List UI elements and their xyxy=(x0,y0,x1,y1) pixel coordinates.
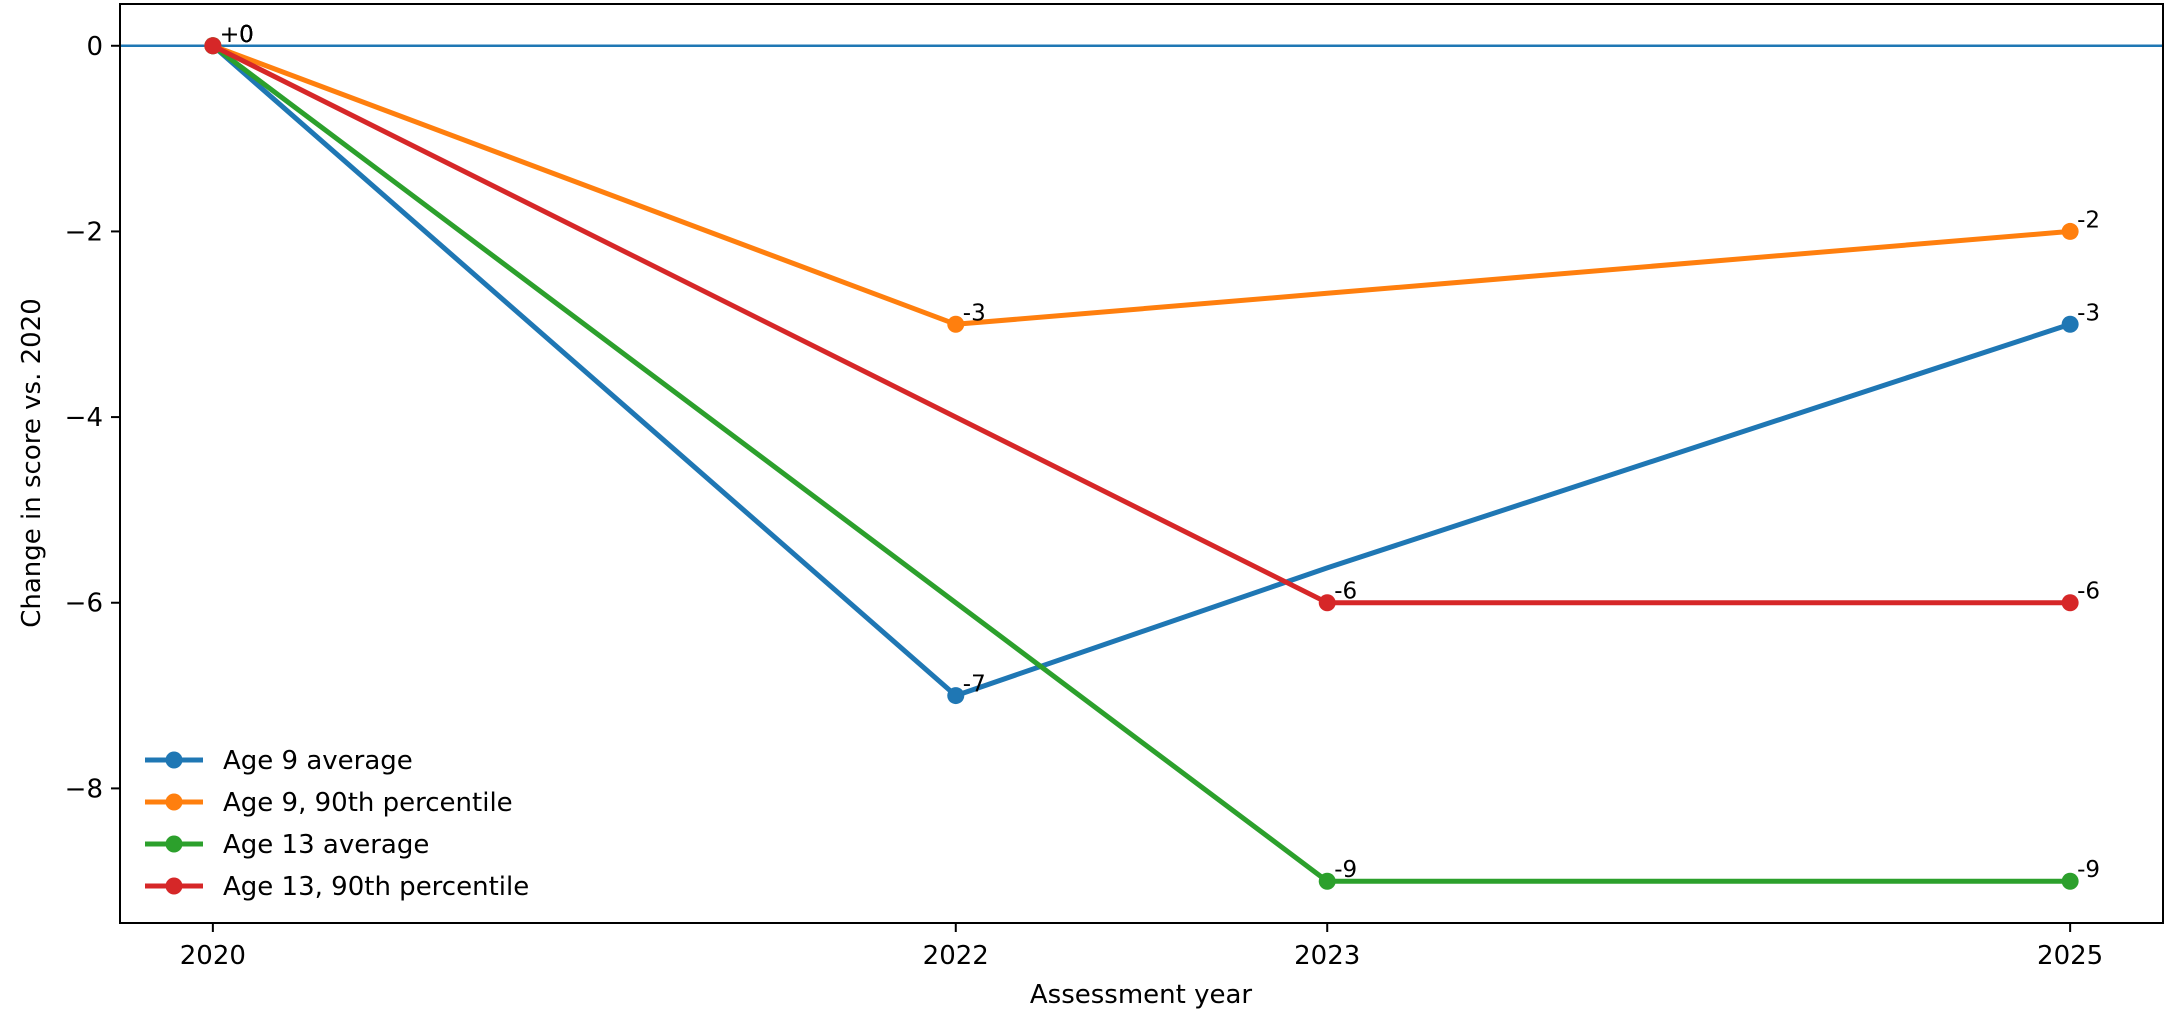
x-axis: 2020 2022 2023 2025 xyxy=(180,923,2103,971)
legend-entry-label: Age 9 average xyxy=(223,746,413,776)
y-tick-label: 0 xyxy=(86,32,103,62)
data-label: -9 xyxy=(2077,857,2100,883)
data-label-layer: +0-7-3+0-3-2+0-9 -9+0-6 -6 xyxy=(220,22,2100,883)
legend-entry-label: Age 9, 90th percentile xyxy=(223,788,513,818)
series-4-point xyxy=(2061,594,2079,612)
y-tick-label: −6 xyxy=(65,589,103,619)
series-1-point xyxy=(947,687,965,705)
series-2-point xyxy=(947,315,965,333)
y-tick-label: −4 xyxy=(65,403,103,433)
series-line-4 xyxy=(210,43,2073,606)
series-1-point xyxy=(2061,315,2079,333)
data-label: +0 xyxy=(220,22,254,48)
series-line-3 xyxy=(210,43,2073,884)
data-label: -3 xyxy=(963,300,986,326)
data-label: +0 xyxy=(220,22,254,48)
legend-swatch-marker xyxy=(165,835,183,853)
y-axis-label: Change in score vs. 2020 xyxy=(17,298,47,628)
x-tick-label: 2020 xyxy=(180,941,246,971)
series-4-point xyxy=(204,37,222,55)
x-tick-label: 2022 xyxy=(923,941,989,971)
series-3-point xyxy=(2061,872,2079,890)
legend-entry-label: Age 13, 90th percentile xyxy=(223,872,529,902)
legend-swatch-marker xyxy=(165,877,183,895)
series-3-point xyxy=(1318,872,1336,890)
plot-frame xyxy=(119,3,2164,924)
data-label: -6 xyxy=(1334,579,1357,605)
data-label: -9 xyxy=(1334,857,1357,883)
y-tick-label: −2 xyxy=(65,217,103,247)
data-label: -7 xyxy=(963,672,986,698)
x-tick-label: 2025 xyxy=(2037,941,2103,971)
legend-swatch-marker xyxy=(165,793,183,811)
data-label: +0 xyxy=(220,22,254,48)
data-label: -6 xyxy=(2077,579,2100,605)
series-line-2 xyxy=(210,43,2073,327)
series-4-point xyxy=(1318,594,1336,612)
x-tick-label: 2023 xyxy=(1294,941,1360,971)
series-layer xyxy=(204,37,2079,890)
series-2-point xyxy=(2061,222,2079,240)
legend: Age 9 average Age 9, 90th percentile Age 1… xyxy=(128,728,573,911)
y-tick-label: −8 xyxy=(65,774,103,804)
y-axis: 0 −2 −4 −6 −8 xyxy=(65,32,120,804)
data-label: -2 xyxy=(2077,207,2100,233)
x-axis-label: Assessment year xyxy=(1030,980,1253,1010)
data-label: +0 xyxy=(220,22,254,48)
legend-swatch-marker xyxy=(165,751,183,769)
series-line-1 xyxy=(210,43,2073,699)
data-label: -3 xyxy=(2077,300,2100,326)
legend-entry-label: Age 13 average xyxy=(223,830,429,860)
